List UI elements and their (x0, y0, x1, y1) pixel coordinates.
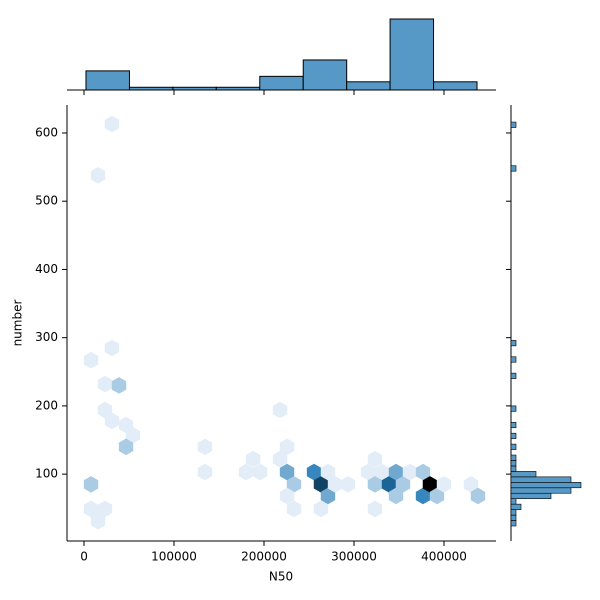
hexbin (238, 463, 254, 481)
hexbin (111, 377, 127, 394)
hexbin (395, 476, 411, 493)
top-histogram-bar (389, 18, 435, 91)
hexbin (272, 401, 288, 419)
hexbin (422, 476, 438, 493)
x-axis-label: N50 (269, 570, 293, 584)
hexbin (279, 438, 295, 456)
right-histogram-bar (510, 482, 582, 489)
right-histogram-bar (510, 460, 517, 467)
hexbin (97, 500, 113, 518)
right-histogram-bar (510, 465, 517, 472)
hexbin (279, 463, 295, 481)
hexbin (415, 487, 431, 505)
top-histogram-bar (346, 81, 391, 91)
right-histogram-bar (510, 421, 517, 429)
right-histogram-bar (510, 514, 517, 521)
top-histogram-bar (433, 81, 478, 91)
hexbin (118, 438, 134, 456)
hexbin (245, 450, 261, 468)
top-histogram-bar (85, 70, 130, 91)
y-axis-label: number (11, 300, 25, 347)
hexbin (104, 115, 120, 133)
hexbin (360, 463, 376, 481)
hexbin (313, 476, 329, 493)
hexbin (470, 487, 486, 505)
x-tick-label: 200000 (241, 550, 287, 564)
top-histogram-bar (128, 86, 174, 91)
hexbin (197, 463, 213, 481)
hexbin (286, 500, 302, 518)
right-histogram-bar (510, 476, 572, 483)
right-histogram-bar (510, 492, 552, 499)
y-tick-label: 500 (35, 194, 58, 208)
right-histogram-bar (510, 340, 517, 347)
right-histogram-bar (510, 487, 572, 494)
hexbin (125, 426, 141, 444)
top-histogram-bar (259, 75, 304, 91)
hexbin (313, 500, 329, 518)
hexbin (374, 463, 390, 481)
hexbin (340, 476, 356, 493)
right-histogram-bar (510, 372, 517, 379)
hexbin (286, 476, 302, 493)
hexbin (320, 487, 336, 505)
y-tick-label: 200 (35, 398, 58, 412)
hexbin (463, 476, 479, 493)
hexbin (402, 463, 418, 481)
hexbin (436, 476, 452, 493)
y-tick-label: 300 (35, 330, 58, 344)
hexbin (97, 401, 113, 419)
right-histogram-bar (510, 432, 517, 439)
top-histogram-bar (172, 86, 217, 91)
x-tick-label: 300000 (331, 550, 377, 564)
right-histogram-bar (510, 509, 517, 516)
top-histogram-bar (215, 86, 261, 91)
hexbin (327, 476, 343, 493)
hexbin (320, 463, 336, 481)
hexbin (97, 375, 113, 393)
x-tick-label: 400000 (421, 550, 467, 564)
right-histogram-bar (510, 471, 537, 478)
x-tick-label: 100000 (151, 550, 197, 564)
hexbin (388, 463, 404, 481)
hexbin (83, 500, 99, 518)
hexbin (367, 450, 383, 468)
hexbin (429, 487, 445, 505)
hexbin (367, 476, 383, 493)
hexbin (83, 476, 99, 493)
hexbin (104, 412, 120, 430)
hexbin (367, 500, 383, 518)
hexbin (279, 487, 295, 505)
hexbin (381, 476, 397, 493)
right-histogram-bar (510, 520, 517, 527)
y-tick-label: 400 (35, 262, 58, 276)
hexbin (90, 512, 106, 530)
hexbin (104, 339, 120, 357)
y-tick-label: 100 (35, 467, 58, 481)
right-histogram-bar (510, 356, 517, 363)
hexbin (90, 166, 106, 184)
x-tick-label: 0 (80, 550, 88, 564)
right-histogram-bar (510, 121, 517, 128)
right-histogram-bar (510, 443, 517, 450)
right-histogram-bar (510, 165, 517, 172)
hexbin (388, 487, 404, 505)
right-histogram-bar (510, 405, 517, 412)
hexbin (272, 450, 288, 468)
hexbin (83, 351, 99, 369)
right-histogram-bar (510, 503, 522, 510)
hexbin (415, 463, 431, 481)
hexbin (252, 463, 268, 481)
y-tick-label: 600 (35, 125, 58, 139)
right-histogram-bar (510, 498, 517, 505)
right-histogram-bar (510, 454, 517, 461)
hexbin (197, 438, 213, 456)
hexbin (306, 463, 322, 481)
top-histogram-bar (302, 59, 348, 91)
